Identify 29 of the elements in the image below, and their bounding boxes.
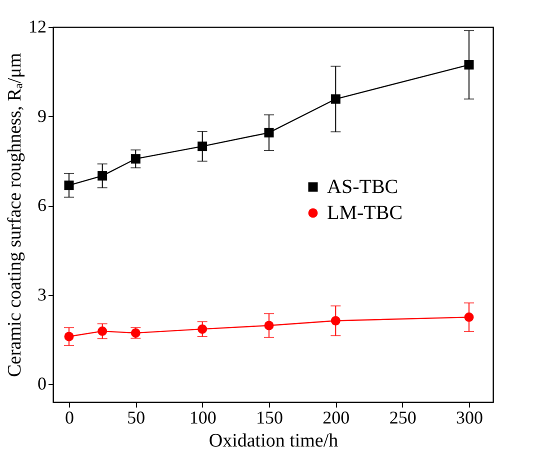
y-tick-label: 12 <box>28 16 46 36</box>
point <box>464 60 474 70</box>
point <box>198 142 208 152</box>
point <box>464 312 474 322</box>
x-tick-label: 50 <box>127 408 146 428</box>
point <box>330 316 340 326</box>
x-tick-label: 100 <box>189 408 216 428</box>
point <box>130 154 140 164</box>
x-tick-label: 0 <box>65 408 74 428</box>
x-tick-label: 250 <box>389 408 416 428</box>
y-tick-label: 6 <box>38 195 46 216</box>
point <box>198 324 208 334</box>
x-axis-title: Oxidation time/h <box>208 430 339 452</box>
point <box>330 94 340 104</box>
point <box>98 171 108 181</box>
y-tick-label: 0 <box>38 374 46 394</box>
y-tick-label: 3 <box>38 284 46 304</box>
point <box>264 320 274 330</box>
point <box>264 128 274 138</box>
x-tick-label: 200 <box>322 408 350 428</box>
legend-label: AS-TBC <box>327 176 398 198</box>
point <box>64 180 74 190</box>
x-tick-label: 150 <box>256 408 283 428</box>
point <box>98 326 108 336</box>
y-axis-title: Ceramic coating surface roughness, Rₐ/μm <box>4 52 26 378</box>
x-tick-label: 300 <box>456 408 483 428</box>
y-tick-label: 9 <box>38 106 46 126</box>
point <box>64 332 74 342</box>
legend-label: LM-TBC <box>327 202 403 224</box>
